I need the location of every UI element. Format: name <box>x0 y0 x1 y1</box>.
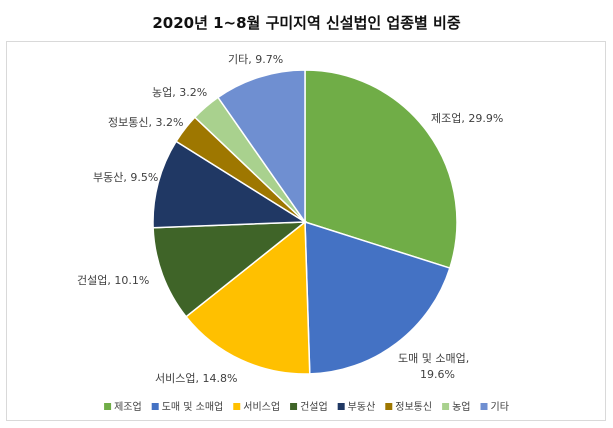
data-label-8: 기타, 9.7% <box>228 53 283 66</box>
legend-swatch-8 <box>480 403 488 410</box>
data-label-2-line-2: 19.6% <box>420 368 455 381</box>
legend-item-1: 제조업 <box>104 400 142 413</box>
legend-label-6: 정보통신 <box>395 401 432 413</box>
legend-label-4: 건설업 <box>300 400 328 413</box>
pie-slice-1 <box>304 69 458 270</box>
legend-swatch-3 <box>233 403 241 410</box>
pie-slice-3 <box>185 220 311 375</box>
legend-item-2: 도매 및 소매업 <box>151 400 224 413</box>
legend-swatch-1 <box>104 403 112 410</box>
legend-label-5: 부동산 <box>348 401 376 413</box>
data-label-4: 건설업, 10.1% <box>77 274 149 287</box>
pie-slices <box>152 69 458 375</box>
legend-label-7: 농업 <box>452 400 470 413</box>
legend-item-8: 기타 <box>480 401 509 413</box>
data-label-2-line-1: 도매 및 소매업, <box>398 352 469 365</box>
legend-item-4: 건설업 <box>290 400 328 413</box>
pie-slice-4 <box>152 221 308 318</box>
legend-label-2: 도매 및 소매업 <box>162 400 224 413</box>
pie-slice-2 <box>304 220 451 375</box>
legend-swatch-4 <box>290 403 298 410</box>
legend-item-7: 농업 <box>442 400 471 413</box>
data-labels: 제조업, 29.9% 도매 및 소매업, 19.6% 서비스업, 14.8% 건설업, … <box>77 53 503 385</box>
legend-swatch-5 <box>337 403 345 410</box>
legend-swatch-7 <box>442 403 450 410</box>
pie-slice-5 <box>152 140 308 229</box>
legend-label-1: 제조업 <box>114 400 142 413</box>
legend-item-5: 부동산 <box>337 401 376 413</box>
legend-item-6: 정보통신 <box>385 401 432 413</box>
legend-swatch-6 <box>385 403 393 410</box>
data-label-1: 제조업, 29.9% <box>431 112 503 125</box>
data-label-6: 정보통신, 3.2% <box>108 116 183 129</box>
legend-swatch-2 <box>151 403 159 410</box>
legend-label-3: 서비스업 <box>243 400 280 413</box>
data-label-5: 부동산, 9.5% <box>93 171 158 184</box>
pie-slice-8 <box>216 69 306 225</box>
chart-frame <box>6 41 606 421</box>
legend: 제조업 도매 및 소매업 서비스업 건설업 부동산 정보통신 농업 기타 <box>104 400 509 413</box>
legend-item-3: 서비스업 <box>233 400 280 413</box>
data-label-7: 농업, 3.2% <box>152 86 207 99</box>
chart-title: 2020년 1~8월 구미지역 신설법인 업종별 비중 <box>152 14 461 32</box>
legend-label-8: 기타 <box>491 401 509 413</box>
data-label-3: 서비스업, 14.8% <box>155 372 237 385</box>
